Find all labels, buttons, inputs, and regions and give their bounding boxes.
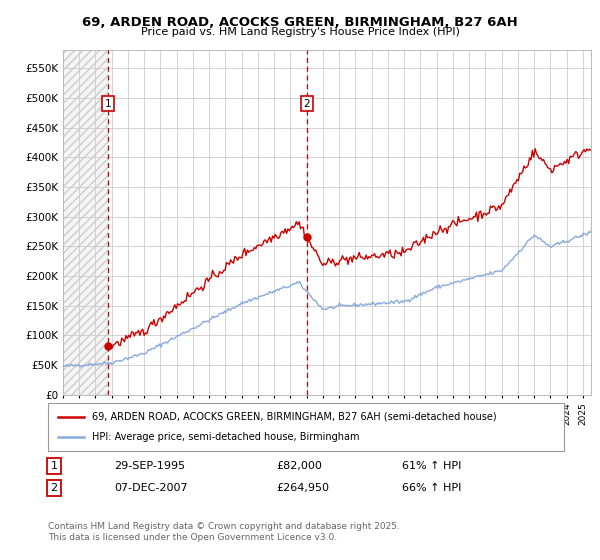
Text: £82,000: £82,000 — [276, 461, 322, 471]
Text: 2: 2 — [50, 483, 58, 493]
Text: 29-SEP-1995: 29-SEP-1995 — [114, 461, 185, 471]
Text: 1: 1 — [104, 99, 111, 109]
Text: 69, ARDEN ROAD, ACOCKS GREEN, BIRMINGHAM, B27 6AH: 69, ARDEN ROAD, ACOCKS GREEN, BIRMINGHAM… — [82, 16, 518, 29]
Text: Contains HM Land Registry data © Crown copyright and database right 2025.: Contains HM Land Registry data © Crown c… — [48, 522, 400, 531]
Text: 69, ARDEN ROAD, ACOCKS GREEN, BIRMINGHAM, B27 6AH (semi-detached house): 69, ARDEN ROAD, ACOCKS GREEN, BIRMINGHAM… — [92, 412, 496, 422]
Bar — [63, 50, 107, 395]
FancyBboxPatch shape — [48, 403, 564, 451]
Text: HPI: Average price, semi-detached house, Birmingham: HPI: Average price, semi-detached house,… — [92, 432, 359, 442]
Text: 66% ↑ HPI: 66% ↑ HPI — [402, 483, 461, 493]
Text: 07-DEC-2007: 07-DEC-2007 — [114, 483, 188, 493]
Text: 1: 1 — [50, 461, 58, 471]
Text: This data is licensed under the Open Government Licence v3.0.: This data is licensed under the Open Gov… — [48, 533, 337, 542]
Text: 61% ↑ HPI: 61% ↑ HPI — [402, 461, 461, 471]
Text: Price paid vs. HM Land Registry's House Price Index (HPI): Price paid vs. HM Land Registry's House … — [140, 27, 460, 37]
Text: £264,950: £264,950 — [276, 483, 329, 493]
Text: 2: 2 — [304, 99, 310, 109]
